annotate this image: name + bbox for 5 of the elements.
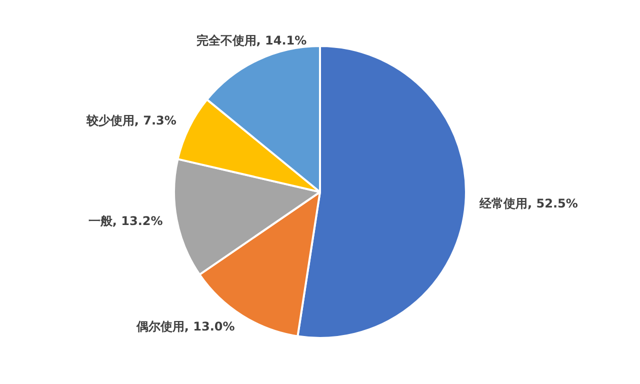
slice-label: 完全不使用, 14.1% <box>196 34 307 48</box>
slice-label: 较少使用, 7.3% <box>85 114 176 128</box>
slice-label: 一般, 13.2% <box>88 214 163 228</box>
slice-label: 偶尔使用, 13.0% <box>135 320 235 334</box>
slice-label: 经常使用, 52.5% <box>478 196 578 210</box>
